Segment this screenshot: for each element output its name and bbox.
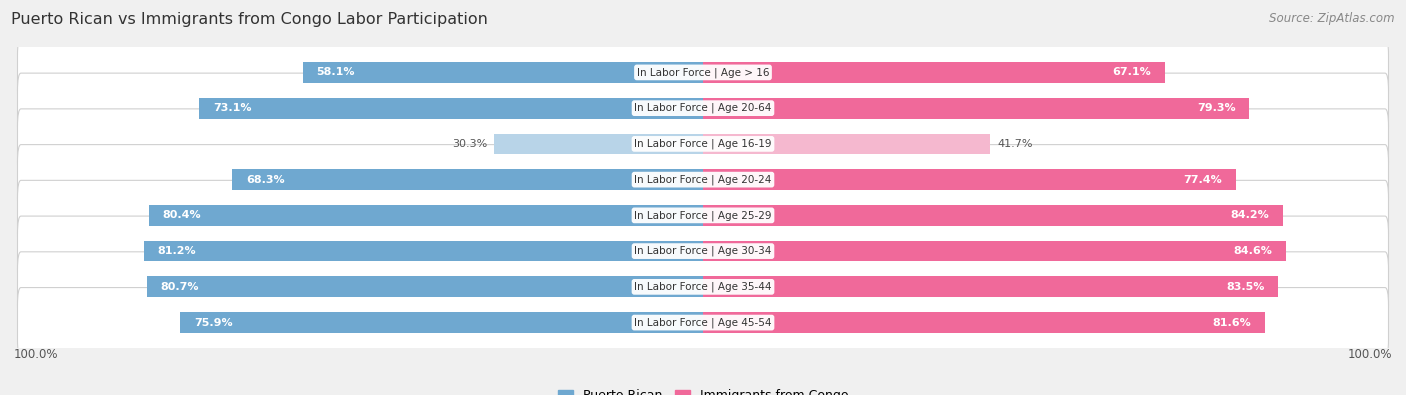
Bar [703,98,1250,118]
Text: 81.2%: 81.2% [157,246,195,256]
Text: In Labor Force | Age 20-64: In Labor Force | Age 20-64 [634,103,772,113]
Text: 83.5%: 83.5% [1226,282,1264,292]
FancyBboxPatch shape [17,73,1389,143]
FancyBboxPatch shape [17,181,1389,250]
Text: 77.4%: 77.4% [1184,175,1222,184]
Text: 58.1%: 58.1% [316,68,354,77]
FancyBboxPatch shape [17,252,1389,322]
FancyBboxPatch shape [17,38,1389,107]
Text: 100.0%: 100.0% [14,348,59,361]
Bar [703,62,1166,83]
FancyBboxPatch shape [17,216,1389,286]
Text: 84.2%: 84.2% [1230,211,1270,220]
Bar [232,169,703,190]
Bar [149,205,703,226]
Text: 100.0%: 100.0% [1347,348,1392,361]
Text: In Labor Force | Age 20-24: In Labor Force | Age 20-24 [634,174,772,185]
Text: 79.3%: 79.3% [1197,103,1236,113]
Legend: Puerto Rican, Immigrants from Congo: Puerto Rican, Immigrants from Congo [553,384,853,395]
FancyBboxPatch shape [17,145,1389,214]
Bar [703,169,1236,190]
Text: 84.6%: 84.6% [1233,246,1272,256]
Text: 73.1%: 73.1% [214,103,252,113]
Text: Puerto Rican vs Immigrants from Congo Labor Participation: Puerto Rican vs Immigrants from Congo La… [11,12,488,27]
Bar [703,205,1284,226]
Bar [703,134,990,154]
Text: In Labor Force | Age 45-54: In Labor Force | Age 45-54 [634,317,772,328]
Text: In Labor Force | Age 16-19: In Labor Force | Age 16-19 [634,139,772,149]
FancyBboxPatch shape [17,288,1389,357]
Text: In Labor Force | Age 35-44: In Labor Force | Age 35-44 [634,282,772,292]
Bar [200,98,703,118]
Text: 41.7%: 41.7% [997,139,1032,149]
Bar [703,241,1286,261]
Text: In Labor Force | Age 25-29: In Labor Force | Age 25-29 [634,210,772,221]
Bar [703,276,1278,297]
Text: In Labor Force | Age 30-34: In Labor Force | Age 30-34 [634,246,772,256]
Text: In Labor Force | Age > 16: In Labor Force | Age > 16 [637,67,769,78]
Text: 80.7%: 80.7% [160,282,200,292]
FancyBboxPatch shape [17,109,1389,179]
Bar [180,312,703,333]
Text: 80.4%: 80.4% [163,211,201,220]
Bar [302,62,703,83]
Text: 81.6%: 81.6% [1212,318,1251,327]
Bar [148,276,703,297]
Bar [703,312,1265,333]
Text: 67.1%: 67.1% [1112,68,1152,77]
Text: 30.3%: 30.3% [453,139,488,149]
Text: 68.3%: 68.3% [246,175,285,184]
Text: Source: ZipAtlas.com: Source: ZipAtlas.com [1270,12,1395,25]
Text: 75.9%: 75.9% [194,318,232,327]
Bar [495,134,703,154]
Bar [143,241,703,261]
